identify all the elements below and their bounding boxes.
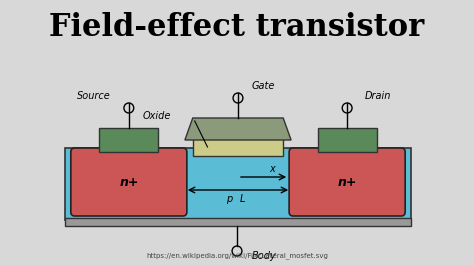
Text: Gate: Gate — [252, 81, 275, 91]
Text: Source: Source — [77, 91, 111, 101]
Polygon shape — [185, 118, 291, 140]
Text: Field-effect transistor: Field-effect transistor — [49, 13, 425, 44]
Bar — [318, 128, 377, 152]
Bar — [65, 148, 411, 220]
Text: L: L — [240, 194, 246, 204]
Bar — [193, 138, 283, 156]
Text: Oxide: Oxide — [143, 111, 171, 121]
Text: p: p — [226, 194, 232, 204]
Bar — [100, 128, 158, 152]
Bar — [65, 218, 411, 226]
FancyBboxPatch shape — [289, 148, 405, 216]
FancyBboxPatch shape — [71, 148, 187, 216]
Text: n+: n+ — [337, 176, 357, 189]
Text: n+: n+ — [119, 176, 138, 189]
Text: x: x — [269, 164, 275, 174]
Text: https://en.wikipedia.org/wiki/File:Lateral_mosfet.svg: https://en.wikipedia.org/wiki/File:Later… — [146, 253, 328, 259]
Text: Body: Body — [252, 251, 276, 261]
Text: Drain: Drain — [365, 91, 391, 101]
